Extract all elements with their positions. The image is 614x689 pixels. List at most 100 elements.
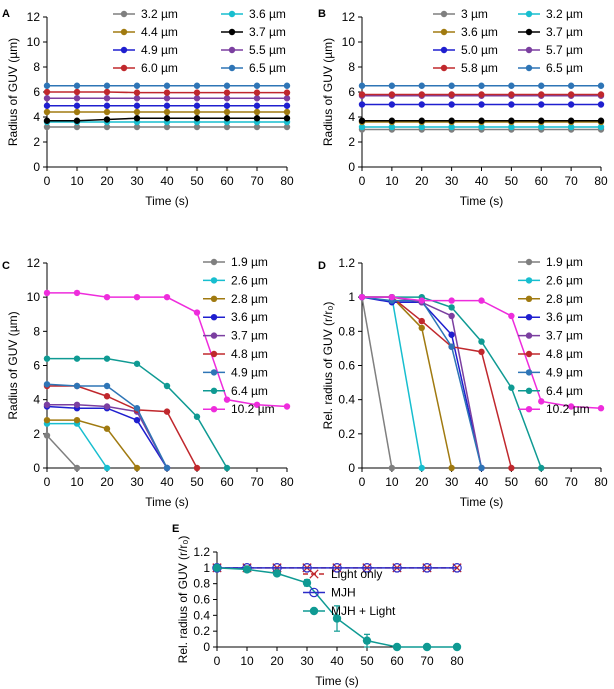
series-line	[47, 419, 138, 469]
data-point-marker	[358, 123, 366, 131]
x-tick-label: 80	[280, 174, 294, 188]
x-tick-label: 10	[70, 475, 84, 489]
data-point-marker	[538, 101, 545, 108]
data-point-marker	[452, 563, 462, 573]
series-line	[47, 385, 198, 469]
data-point-marker	[163, 293, 171, 301]
y-tick-label: 8	[33, 60, 40, 74]
data-point-marker	[133, 102, 141, 109]
legend-label: 3.6 µm	[249, 7, 286, 21]
data-point-marker	[253, 108, 261, 116]
legend-item: 3.6 µm	[433, 25, 498, 39]
data-point-marker	[210, 295, 218, 302]
data-point-marker	[163, 382, 171, 390]
legend-item: 3.7 µm	[203, 329, 268, 343]
data-point-marker	[43, 401, 51, 408]
chart-panel-d: D 0 0.2 0.4 0.6 0.8 1 1.2 0 10 20 30 40 50 60 70 80 Time …	[318, 255, 608, 509]
series-1	[43, 420, 111, 472]
data-point-marker	[392, 563, 402, 573]
data-point-marker	[440, 64, 448, 72]
x-tick-label: 20	[415, 174, 429, 188]
y-tick-label: 12	[342, 10, 356, 24]
data-point-marker	[525, 28, 533, 36]
data-point-marker	[73, 382, 81, 390]
y-tick-label: 2	[33, 427, 40, 441]
legend-label: 5.0 µm	[461, 43, 498, 57]
data-point-marker	[223, 115, 231, 122]
legend-label: 5.8 µm	[461, 61, 498, 75]
data-point-marker	[223, 108, 231, 116]
data-point-marker	[283, 123, 291, 131]
x-tick-label: 30	[445, 174, 459, 188]
legend-label: 10.2 µm	[231, 402, 275, 416]
data-point-marker	[448, 91, 455, 98]
data-point-marker	[73, 464, 81, 472]
x-axis-title: Time (s)	[460, 495, 504, 509]
data-point-marker	[253, 82, 261, 89]
data-point-marker	[418, 123, 425, 131]
data-point-marker	[210, 258, 218, 266]
x-tick-label: 70	[250, 475, 264, 489]
x-tick-label: 50	[505, 174, 519, 188]
legend-item: 3.7 µm	[518, 329, 583, 343]
data-point-marker	[103, 95, 111, 102]
y-tick-label: 6	[33, 85, 40, 99]
legend-label: 6.5 µm	[546, 61, 583, 75]
series-4	[358, 101, 605, 108]
data-point-marker	[133, 416, 141, 424]
data-point-marker	[525, 277, 533, 284]
data-point-marker	[538, 91, 545, 98]
data-point-marker	[448, 343, 455, 350]
x-tick-label: 40	[330, 654, 344, 668]
x-tick-label: 0	[214, 654, 221, 668]
data-point-marker	[418, 297, 425, 304]
data-point-marker	[193, 102, 201, 109]
x-tick-label: 60	[220, 174, 234, 188]
x-tick-label: 40	[475, 174, 489, 188]
legend-label: 4.4 µm	[141, 25, 178, 39]
data-point-marker	[73, 88, 81, 96]
data-point-marker	[103, 425, 111, 432]
data-point-marker	[43, 289, 51, 297]
data-point-marker	[163, 123, 171, 131]
data-point-marker	[120, 28, 128, 36]
y-tick-label: 6	[348, 85, 355, 99]
legend-item: 3 µm	[433, 7, 488, 21]
data-point-marker	[283, 403, 291, 410]
data-point-marker	[452, 642, 462, 652]
data-point-marker	[448, 304, 455, 311]
data-point-marker	[210, 350, 218, 358]
data-point-marker	[388, 293, 396, 301]
data-point-marker	[302, 563, 312, 573]
data-point-marker	[525, 46, 533, 54]
data-point-marker	[525, 332, 533, 339]
x-tick-label: 30	[300, 654, 314, 668]
y-tick-label: 0.4	[193, 608, 210, 622]
legend-label: 4.9 µm	[141, 43, 178, 57]
series-5	[43, 95, 291, 102]
x-tick-label: 10	[385, 475, 399, 489]
data-point-marker	[508, 464, 515, 472]
y-tick-label: 0.6	[193, 593, 210, 607]
y-tick-label: 10	[342, 35, 356, 49]
legend: 1.9 µm 2.6 µm 2.8 µm 3.6 µm 3.7 µm 4.8 µm 4.9 …	[203, 255, 275, 416]
series-2	[43, 108, 291, 116]
data-point-marker	[597, 123, 605, 131]
series-6	[358, 91, 605, 98]
data-point-marker	[253, 95, 261, 102]
x-tick-label: 0	[359, 475, 366, 489]
data-point-marker	[283, 108, 291, 116]
legend-label: MJH + Light	[331, 604, 396, 618]
data-point-marker	[392, 642, 402, 652]
data-point-marker	[418, 82, 425, 89]
data-point-marker	[309, 569, 319, 579]
data-point-marker	[422, 642, 432, 652]
data-point-marker	[223, 82, 231, 89]
series-2	[43, 416, 141, 472]
data-point-marker	[525, 406, 533, 413]
legend: 3.2 µm 3.6 µm 4.4 µm 3.7 µm 4.9 µm 5.5 µm 6.0 …	[113, 7, 286, 75]
x-tick-label: 40	[160, 174, 174, 188]
x-tick-label: 0	[44, 475, 51, 489]
legend-item: 6.0 µm	[113, 61, 178, 75]
